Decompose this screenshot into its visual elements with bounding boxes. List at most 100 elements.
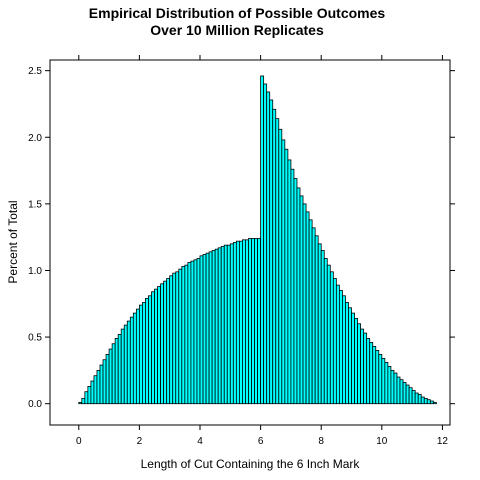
histogram-bar (105, 353, 110, 405)
histogram-bar (351, 312, 355, 405)
histogram-bar (269, 99, 274, 405)
histogram-bar (323, 258, 328, 405)
plot-frame (49, 59, 451, 426)
histogram-bar (208, 251, 213, 405)
chart-title-line1: Empirical Distribution of Possible Outco… (89, 5, 386, 21)
histogram-bar (378, 353, 383, 405)
histogram-bar (187, 262, 192, 405)
histogram-bar (293, 178, 298, 405)
histogram-bar (99, 364, 104, 405)
histogram-bar (432, 401, 437, 405)
histogram-bar (405, 384, 410, 405)
histogram-bar (354, 318, 358, 405)
histogram-bar (117, 334, 122, 405)
histogram-bar (284, 148, 289, 405)
histogram-bar (384, 361, 389, 405)
histogram-bar (126, 320, 131, 405)
histogram-bar (329, 271, 334, 405)
y-axis-label: Percent of Total (6, 200, 20, 283)
histogram-bar (142, 302, 146, 405)
histogram-bars (78, 75, 437, 405)
histogram-bar (278, 128, 283, 405)
x-tick-label: 12 (437, 436, 449, 447)
histogram-bar (423, 397, 428, 405)
histogram-bar (342, 295, 346, 405)
histogram-bar (420, 396, 425, 405)
histogram-bar (275, 118, 280, 405)
histogram-bar (399, 379, 404, 405)
histogram-bar (287, 159, 292, 405)
histogram-bar (414, 392, 419, 405)
histogram-bar (172, 272, 177, 405)
histogram-bar (281, 139, 286, 405)
histogram-bar (263, 83, 268, 405)
histogram-bar (220, 246, 225, 405)
histogram-bar (366, 338, 371, 405)
histogram-bar (96, 369, 101, 405)
histogram-bar (169, 275, 174, 405)
histogram-bar (114, 338, 119, 405)
histogram-bar (387, 365, 392, 405)
histogram-bar (338, 290, 343, 405)
histogram-bar (238, 240, 243, 405)
histogram-bar (357, 323, 362, 405)
histogram-bar (157, 286, 162, 405)
histogram-bar (163, 280, 168, 405)
histogram-bar (178, 268, 183, 405)
histogram-bar (393, 372, 398, 405)
axis-ticks: 0 2 4 6 8 10 12 0.0 0.5 1.0 1.5 2.0 2.5 (28, 55, 455, 447)
histogram-bar (229, 243, 234, 405)
histogram-bar (314, 235, 319, 405)
histogram-bar (363, 332, 368, 405)
histogram-bar (211, 250, 216, 405)
histogram-bar (308, 219, 313, 405)
histogram-bar (93, 375, 98, 405)
histogram-bar (317, 243, 322, 405)
histogram-bar (90, 380, 95, 405)
histogram-bar (190, 260, 195, 405)
histogram-bar (396, 376, 401, 405)
histogram-bar (175, 271, 180, 405)
histogram-bar (266, 91, 271, 405)
histogram-bar (217, 247, 222, 405)
histogram-bar (138, 304, 143, 405)
y-tick-label: 0.5 (28, 333, 42, 344)
histogram-bar (426, 399, 431, 405)
histogram-bar (166, 278, 171, 405)
histogram-bar (120, 328, 125, 405)
histogram-bar (320, 250, 325, 405)
histogram-bar (87, 385, 92, 405)
histogram-bar (272, 108, 277, 405)
histogram-bar (154, 288, 158, 405)
histogram-bar (326, 264, 331, 405)
histogram-bar (408, 387, 413, 405)
histogram-bar (123, 324, 128, 405)
histogram-bar (257, 238, 262, 405)
histogram-bar (235, 240, 240, 405)
histogram-bar (302, 203, 307, 405)
histogram-bar (299, 195, 304, 405)
x-tick-label: 10 (376, 436, 388, 447)
x-tick-label: 8 (318, 436, 324, 447)
x-tick-label: 6 (258, 436, 264, 447)
histogram-bar (202, 254, 207, 405)
histogram-bar (81, 397, 86, 405)
y-tick-label: 0.0 (28, 399, 42, 410)
histogram-bar (335, 284, 340, 405)
histogram-bar (411, 389, 416, 405)
histogram-bar (108, 348, 113, 405)
histogram-bar (332, 278, 337, 405)
histogram-bar (226, 244, 231, 405)
histogram-bar (132, 312, 137, 405)
y-tick-label: 2.0 (28, 133, 42, 144)
histogram-bar (429, 400, 434, 405)
histogram-bar (305, 211, 310, 405)
histogram-bar (78, 401, 83, 405)
histogram-bar (223, 244, 228, 405)
histogram-bar (311, 227, 316, 405)
histogram-bar (193, 259, 198, 405)
histogram-bar (184, 264, 189, 405)
histogram-bar (381, 357, 386, 405)
histogram-bar (245, 239, 249, 405)
histogram-bar (260, 75, 265, 405)
